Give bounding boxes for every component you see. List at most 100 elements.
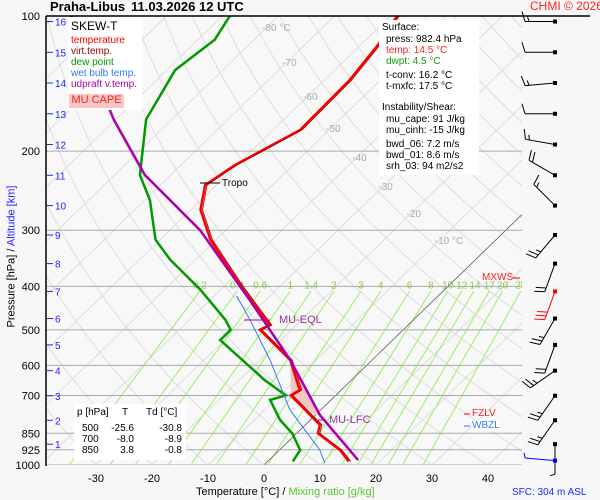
cell-t: -25.6 [111,423,134,434]
wind-barb-line [533,184,556,206]
x-tick-label: -10 [200,473,216,485]
srh-03: srh_03: 94 m2/s2 [386,161,464,172]
series-virt-temp [202,16,400,462]
wind-barb [528,149,557,178]
wind-barb-station-dot [553,261,557,266]
wbzl-label: WBZL [472,420,500,431]
mu-lfc-label: MU-LFC [329,414,371,426]
wind-barb-line [530,437,541,443]
wind-barb-line [521,11,526,22]
wind-barb-line [537,311,548,313]
surface-info: Surface: press: 982.4 hPa temp: 14.5 °C … [379,20,479,175]
series-temperature [199,16,399,463]
wind-barb-line [544,344,556,374]
wind-barb-line [525,82,556,87]
isotherm-line [151,105,522,465]
wind-barb-line [520,75,526,86]
legend-title: SKEW-T [71,19,118,33]
wind-barb-station-dot [553,142,557,147]
wind-barb-line [528,250,539,256]
wind-barb-line [527,16,530,22]
y-axis-label-altitude: Altitude [km] [5,185,18,247]
wind-barb [534,342,557,374]
wind-barb [534,261,557,293]
isotherm-label: -40 [352,153,367,164]
wind-barb-line [521,103,526,114]
x-tick-label: 30 [426,473,438,485]
isotherm-line [46,16,279,243]
x-axis-sep: / [282,486,286,498]
isotherm-line [46,16,335,297]
pressure-tick-label: 925 [22,445,40,457]
tropo-label: Tropo [222,178,248,189]
pressure-tick-label: 600 [22,360,40,372]
altitude-tick-label: 12 [55,141,67,152]
cell-t: -8.0 [116,434,134,445]
x-tick-label: 0 [261,473,267,485]
altitude-tick-label: 8 [55,260,61,271]
x-tick-label: -20 [144,473,160,485]
wind-barb-line [528,134,530,141]
isotherm-line [95,50,522,465]
wind-barb-line [534,290,545,293]
table-row: 850 3.8 -0.8 [74,445,186,456]
wind-barb-line [526,80,530,86]
x-tick-label: -30 [88,473,104,485]
isotherm-line [46,16,223,189]
legend-virt-temp: virt.temp. [71,46,113,57]
isotherm-line [46,16,447,406]
wind-barb-line [525,457,556,462]
legend: SKEW-T temperature virt.temp. dew point … [68,17,142,110]
wind-barb-line [521,380,531,389]
wind-barb-line [528,149,532,161]
wind-barb-line [535,368,547,370]
wind-barb [521,368,557,389]
wind-barb [534,289,557,321]
isotherm-label: -80 °C [262,23,290,34]
wind-barb-station-dot [553,368,557,373]
altitude-tick-label: 3 [55,392,61,403]
wind-barb-line [527,416,538,421]
dry-adiabat [249,16,522,317]
pressure-tick-label: 850 [22,428,40,440]
wind-barb [533,174,557,208]
wind-barb-line [523,452,526,459]
wind-barb [523,452,557,463]
wind-barb-line [537,411,543,415]
wind-barb-line [525,378,535,386]
instability-heading: Instability/Shear: [382,102,456,113]
wind-barb [525,232,557,259]
wind-barb [529,316,557,345]
wind-barb-line [537,436,543,439]
wind-barb [521,11,557,24]
mixing-ratio-line [387,290,490,465]
mixing-ratio-line [422,290,522,465]
altitude-tick-label: 15 [55,48,67,59]
wind-barb-line [549,473,556,477]
sfc-altitude: SFC: 304 m ASL [512,487,587,498]
altitude-tick-label: 2 [55,416,61,427]
pressure-tick-label: 300 [22,225,40,237]
wind-barb-station-dot [553,232,557,237]
legend-temperature: temperature [71,35,125,46]
wind-barb [520,75,557,87]
mixing-ratio-line [267,290,382,465]
mixing-ratio-line [215,290,335,465]
x-axis-title: Temperature [°C] / Mixing ratio [g/kg] [196,486,375,499]
series-dew-point [138,16,302,463]
wind-barb-station-dot [553,173,557,178]
wind-barb-station-dot [553,316,557,321]
wind-barb-line [532,379,538,384]
wind-barb-line [539,318,556,345]
cell-p: 700 [82,434,99,445]
wind-barb-line [538,335,545,339]
station-title: Praha-Libus [50,0,126,14]
pressure-tick-label: 1000 [16,460,40,472]
mxws-label: MXWS [482,272,514,283]
wind-barb [527,418,557,446]
wind-barb-line [525,138,556,146]
cell-td: -30.8 [159,423,182,434]
mixing-ratio-line [356,290,463,465]
x-axis-label-mixing: Mixing ratio [g/kg] [288,486,375,498]
